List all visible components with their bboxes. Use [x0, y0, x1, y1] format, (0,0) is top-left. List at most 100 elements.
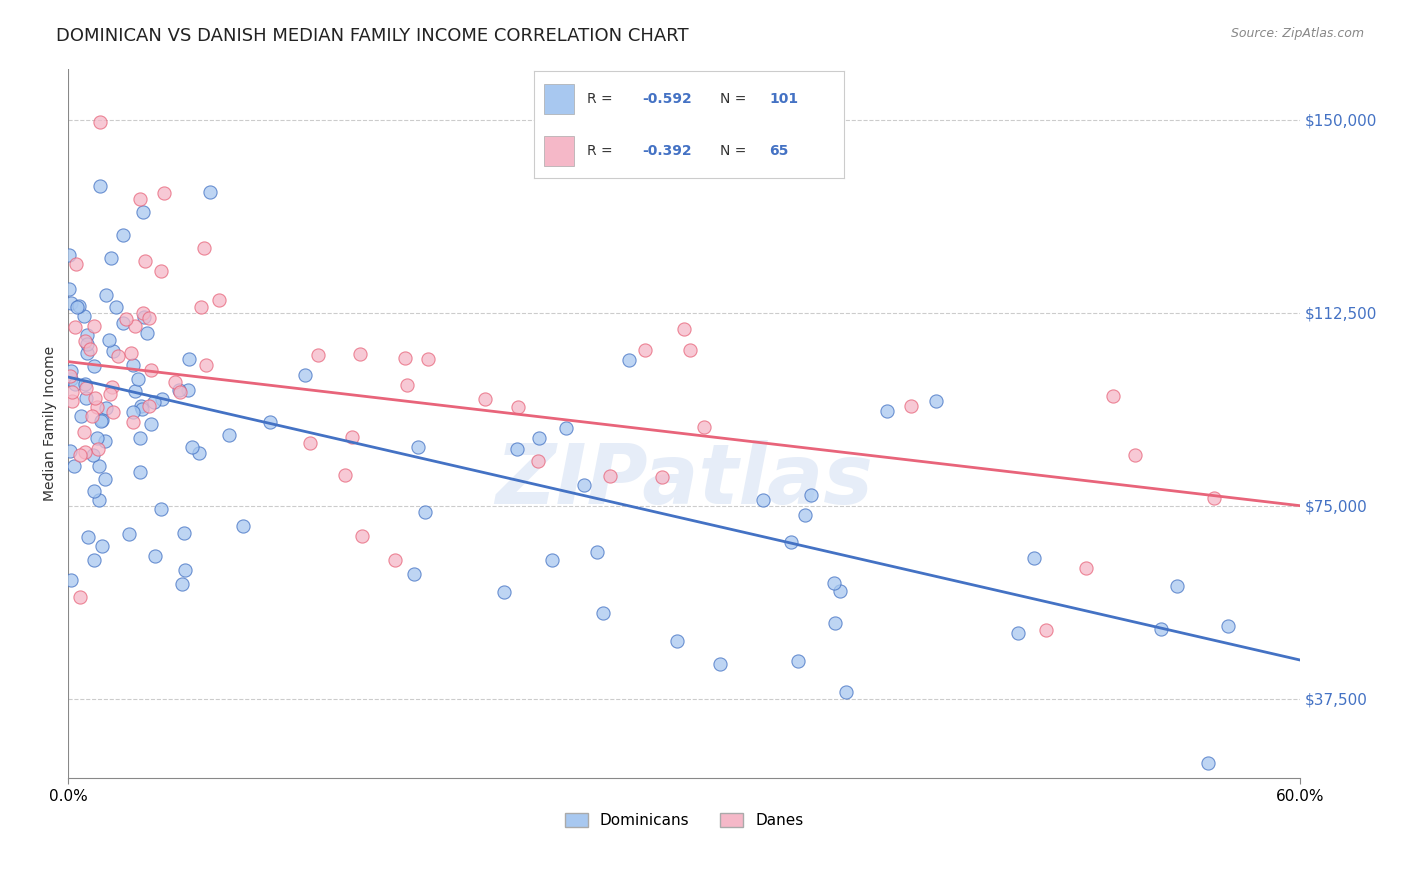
Point	[89, 179, 111, 194]
Point	[118, 527, 141, 541]
Point	[554, 420, 576, 434]
Point	[121, 415, 143, 429]
Point	[84, 392, 107, 406]
Point	[73, 377, 96, 392]
Point	[352, 529, 374, 543]
Point	[132, 205, 155, 219]
Point	[506, 400, 529, 414]
Text: R =: R =	[586, 144, 617, 158]
Point	[135, 326, 157, 340]
Point	[59, 363, 82, 377]
Point	[672, 322, 695, 336]
Point	[101, 380, 124, 394]
Point	[394, 351, 416, 365]
Point	[413, 505, 436, 519]
Point	[75, 392, 97, 406]
Text: N =: N =	[720, 144, 751, 158]
Point	[82, 409, 104, 424]
Point	[94, 472, 117, 486]
Point	[259, 415, 281, 429]
Point	[709, 657, 731, 671]
Point	[60, 384, 83, 399]
Point	[402, 566, 425, 581]
Point	[129, 431, 152, 445]
Point	[494, 585, 516, 599]
Point	[187, 446, 209, 460]
Point	[294, 368, 316, 382]
Point	[592, 606, 614, 620]
Point	[59, 296, 82, 310]
Point	[132, 310, 155, 324]
Point	[150, 502, 173, 516]
Point	[60, 372, 83, 386]
Point	[69, 449, 91, 463]
Point	[794, 508, 817, 522]
Point	[94, 401, 117, 415]
Point	[665, 634, 688, 648]
Point	[177, 383, 200, 397]
Point	[120, 345, 142, 359]
Point	[69, 590, 91, 604]
Point	[65, 257, 87, 271]
Point	[165, 375, 187, 389]
Point	[101, 404, 124, 418]
Point	[90, 414, 112, 428]
Point	[1202, 491, 1225, 505]
Point	[98, 387, 121, 401]
Point	[679, 343, 702, 357]
Point	[195, 358, 218, 372]
Point	[129, 465, 152, 479]
Point	[308, 348, 330, 362]
Point	[122, 405, 145, 419]
Point	[76, 327, 98, 342]
Text: 65: 65	[769, 144, 789, 158]
Point	[190, 300, 212, 314]
Point	[1007, 625, 1029, 640]
Point	[91, 539, 114, 553]
Point	[342, 430, 364, 444]
Text: R =: R =	[586, 92, 617, 106]
Point	[89, 492, 111, 507]
Point	[651, 470, 673, 484]
Text: ZIPatlas: ZIPatlas	[495, 440, 873, 521]
Point	[83, 483, 105, 498]
Point	[58, 248, 80, 262]
Point	[1197, 756, 1219, 770]
Point	[138, 399, 160, 413]
Point	[349, 347, 371, 361]
Point	[786, 654, 808, 668]
Point	[693, 420, 716, 434]
Point	[1102, 389, 1125, 403]
Point	[103, 344, 125, 359]
Point	[129, 399, 152, 413]
Point	[94, 434, 117, 448]
Point	[112, 228, 135, 243]
Point	[824, 615, 846, 630]
Point	[876, 403, 898, 417]
Point	[115, 311, 138, 326]
Point	[58, 282, 80, 296]
Point	[384, 552, 406, 566]
Point	[139, 362, 162, 376]
Point	[87, 442, 110, 456]
Point	[823, 576, 845, 591]
Point	[599, 468, 621, 483]
Point	[198, 185, 221, 199]
Point	[82, 448, 104, 462]
Point	[828, 584, 851, 599]
Point	[70, 409, 93, 423]
Point	[73, 425, 96, 439]
Point	[138, 310, 160, 325]
Text: N =: N =	[720, 92, 751, 106]
Point	[1150, 622, 1173, 636]
Text: 101: 101	[769, 92, 799, 106]
Point	[75, 445, 97, 459]
Point	[298, 436, 321, 450]
Point	[143, 549, 166, 564]
Point	[132, 306, 155, 320]
Point	[83, 359, 105, 373]
Point	[96, 288, 118, 302]
Point	[65, 377, 87, 392]
Point	[172, 576, 194, 591]
Point	[208, 293, 231, 308]
